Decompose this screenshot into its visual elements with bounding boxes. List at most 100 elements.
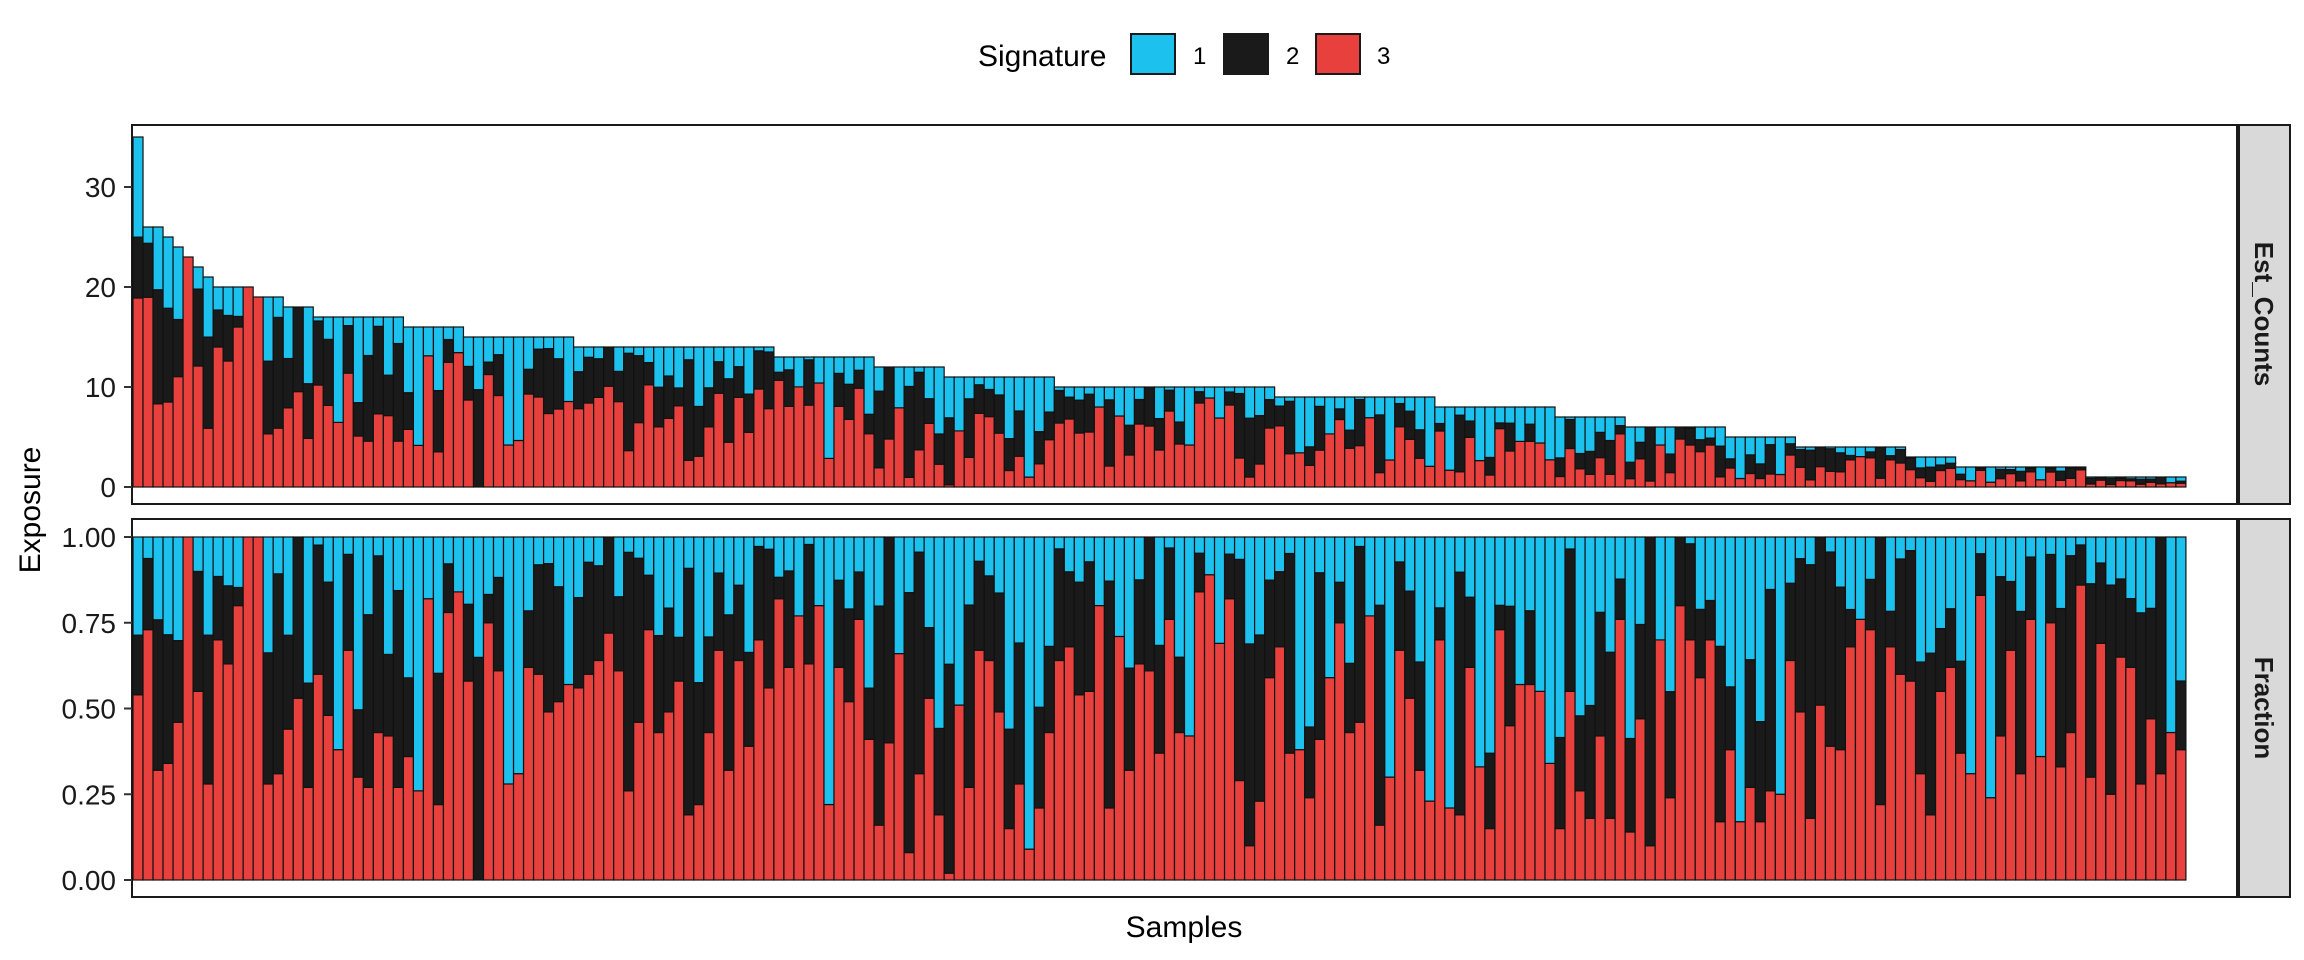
bar-count-s84-sig2 xyxy=(963,398,975,458)
bar-fraction-s80-sig3 xyxy=(923,697,935,881)
bar-fraction-s133-sig2 xyxy=(1454,571,1466,816)
bar-count-s93-sig1 xyxy=(1053,386,1065,392)
bar-fraction-s74-sig3 xyxy=(863,738,875,881)
bar-fraction-s172-sig3 xyxy=(1844,646,1857,881)
bar-fraction-s55-sig2 xyxy=(673,636,685,682)
bar-count-s150-sig3 xyxy=(1624,478,1636,488)
bar-count-s96-sig2 xyxy=(1083,393,1095,433)
bar-fraction-s90-sig3 xyxy=(1023,848,1035,881)
bar-count-s62-sig2 xyxy=(743,393,755,433)
bar-fraction-s115-sig3 xyxy=(1274,646,1286,881)
bar-count-s47-sig2 xyxy=(593,358,605,399)
bar-fraction-s15-sig3 xyxy=(272,773,284,881)
bar-count-s196-sig1 xyxy=(2085,476,2097,479)
bar-count-s111-sig1 xyxy=(1233,386,1246,395)
bar-fraction-s2-sig1 xyxy=(142,536,154,560)
bar-count-s29-sig1 xyxy=(412,326,425,447)
bar-fraction-s5-sig2 xyxy=(172,639,184,723)
bar-count-s14-sig1 xyxy=(262,296,274,362)
bar-fraction-s174-sig3 xyxy=(1864,629,1877,881)
bar-count-s112-sig3 xyxy=(1243,476,1256,488)
bar-count-s73-sig1 xyxy=(853,356,865,371)
bar-fraction-s104-sig2 xyxy=(1163,547,1176,620)
bar-fraction-s17-sig2 xyxy=(292,536,304,699)
bar-fraction-s191-sig3 xyxy=(2035,755,2047,881)
bar-fraction-s132-sig1 xyxy=(1444,536,1456,809)
bar-count-s93-sig3 xyxy=(1053,422,1065,488)
bar-fraction-s62-sig1 xyxy=(743,536,755,654)
bar-count-s57-sig1 xyxy=(693,346,705,408)
y-tick-label: 0 xyxy=(100,472,116,503)
bar-fraction-s73-sig2 xyxy=(853,571,865,620)
bar-fraction-s49-sig1 xyxy=(613,536,625,598)
bar-fraction-s80-sig2 xyxy=(923,626,935,699)
bar-count-s182-sig3 xyxy=(1944,467,1957,488)
bar-count-s64-sig2 xyxy=(763,351,775,410)
bar-count-s1-sig1 xyxy=(132,136,144,238)
bar-count-s95-sig1 xyxy=(1073,386,1085,401)
bar-fraction-s61-sig3 xyxy=(733,659,745,881)
bar-count-s25-sig3 xyxy=(372,413,384,488)
bar-count-s183-sig1 xyxy=(1954,466,1967,475)
bar-count-s73-sig3 xyxy=(853,387,865,488)
bar-count-s71-sig3 xyxy=(833,405,845,488)
bar-fraction-s136-sig3 xyxy=(1484,827,1496,881)
bar-count-s116-sig2 xyxy=(1284,400,1296,455)
bar-fraction-s126-sig1 xyxy=(1384,536,1396,778)
bar-count-s50-sig3 xyxy=(623,450,635,488)
bar-fraction-s103-sig3 xyxy=(1153,752,1166,881)
bar-count-s104-sig2 xyxy=(1163,389,1176,412)
bar-fraction-s183-sig1 xyxy=(1954,536,1967,662)
bar-fraction-s30-sig3 xyxy=(422,598,435,881)
bar-count-s174-sig2 xyxy=(1864,451,1877,459)
bar-fraction-s148-sig1 xyxy=(1604,536,1616,653)
bar-count-s90-sig3 xyxy=(1023,476,1035,488)
bar-count-s44-sig3 xyxy=(563,400,575,488)
bar-count-s47-sig3 xyxy=(593,396,605,488)
bar-fraction-s17-sig3 xyxy=(292,697,304,881)
bar-fraction-s88-sig3 xyxy=(1003,827,1015,881)
bar-count-s181-sig3 xyxy=(1934,469,1947,488)
bar-count-s139-sig1 xyxy=(1514,406,1526,443)
bar-count-s98-sig1 xyxy=(1103,386,1116,401)
bar-fraction-s141-sig3 xyxy=(1534,690,1546,881)
bar-count-s188-sig2 xyxy=(2005,469,2017,475)
bar-count-s198-sig2 xyxy=(2105,477,2117,486)
bar-fraction-s34-sig3 xyxy=(462,680,475,881)
bar-fraction-s13-sig3 xyxy=(252,536,264,881)
bar-count-s167-sig1 xyxy=(1794,446,1806,451)
bar-count-s82-sig2 xyxy=(943,417,955,486)
bar-count-s24-sig1 xyxy=(362,316,374,357)
bar-fraction-s27-sig3 xyxy=(392,786,404,881)
bar-fraction-s82-sig3 xyxy=(943,872,955,881)
bar-count-s84-sig3 xyxy=(963,456,975,488)
bar-count-s121-sig2 xyxy=(1334,408,1346,421)
bar-fraction-s45-sig2 xyxy=(573,596,585,689)
bar-fraction-s25-sig3 xyxy=(372,731,384,881)
y-tick-label: 0.50 xyxy=(62,694,117,725)
bar-fraction-s28-sig3 xyxy=(402,755,415,881)
bar-count-s7-sig3 xyxy=(192,365,204,488)
bar-count-s38-sig3 xyxy=(502,444,515,488)
bar-fraction-s61-sig1 xyxy=(733,536,745,586)
bar-count-s71-sig1 xyxy=(833,356,845,374)
bar-count-s10-sig1 xyxy=(222,286,234,317)
bar-fraction-s49-sig2 xyxy=(613,596,625,672)
bar-fraction-s150-sig2 xyxy=(1624,737,1636,833)
bar-count-s48-sig2 xyxy=(603,346,615,387)
bar-count-s39-sig1 xyxy=(512,336,525,442)
bar-count-s166-sig3 xyxy=(1784,454,1796,488)
bar-fraction-s1-sig1 xyxy=(132,536,144,636)
bar-fraction-s14-sig2 xyxy=(262,652,274,785)
bar-count-s130-sig3 xyxy=(1424,465,1436,488)
bar-fraction-s138-sig2 xyxy=(1504,605,1516,727)
bar-count-s171-sig1 xyxy=(1834,446,1847,454)
bar-fraction-s92-sig3 xyxy=(1043,731,1055,881)
bar-count-s28-sig3 xyxy=(402,428,415,488)
bar-count-s9-sig1 xyxy=(212,286,224,311)
bar-fraction-s201-sig1 xyxy=(2135,536,2147,614)
bar-count-s127-sig3 xyxy=(1394,426,1406,488)
bar-fraction-s44-sig3 xyxy=(563,683,575,881)
bar-count-s71-sig2 xyxy=(833,372,845,408)
